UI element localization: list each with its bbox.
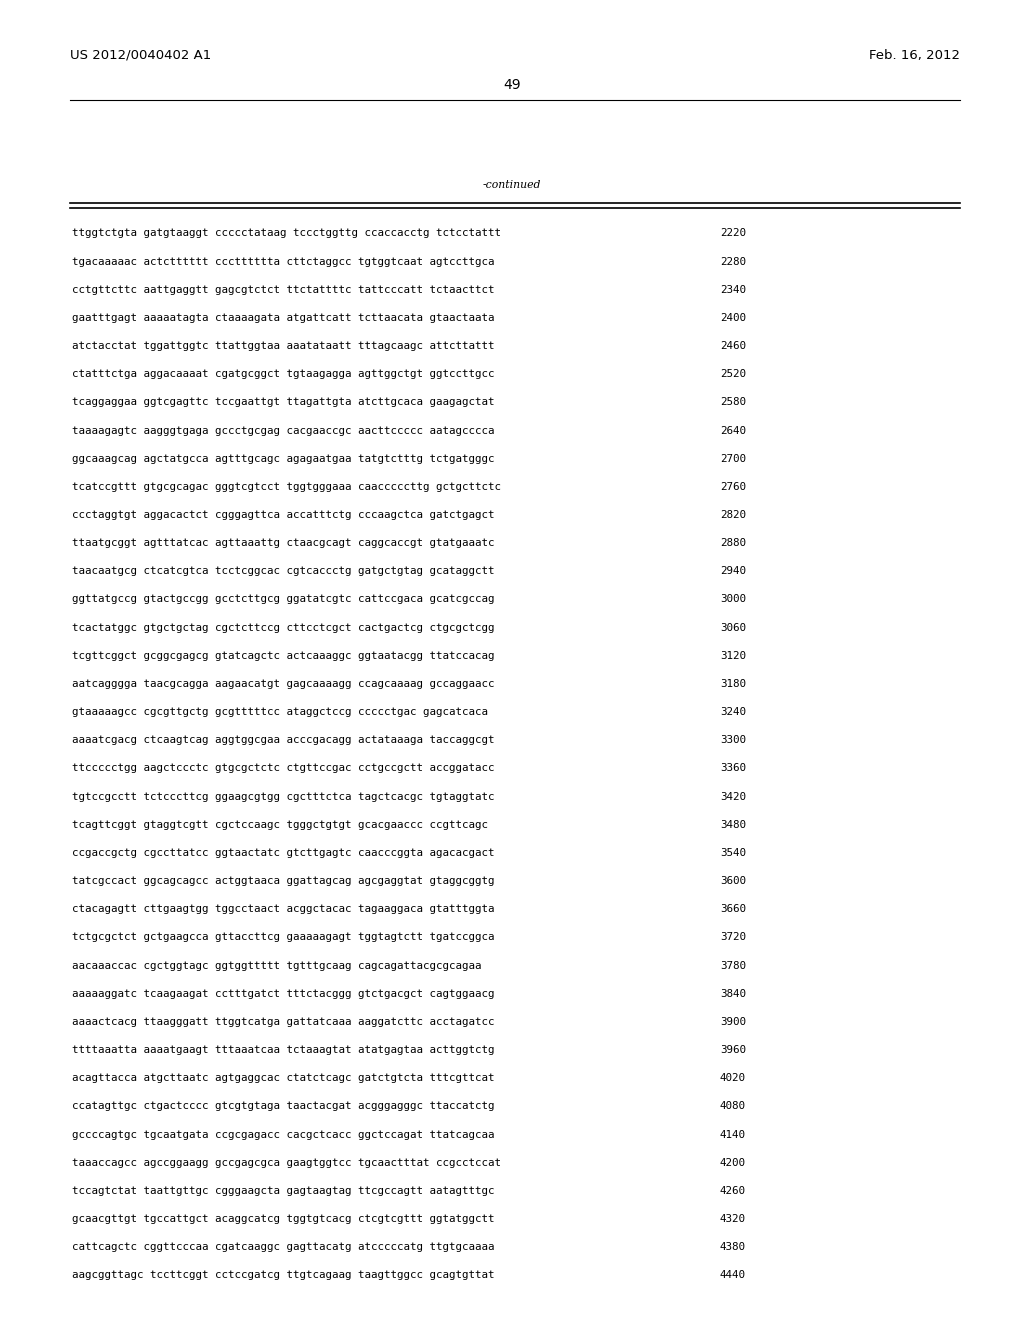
Text: 2220: 2220 (720, 228, 746, 239)
Text: 2520: 2520 (720, 370, 746, 379)
Text: 3360: 3360 (720, 763, 746, 774)
Text: aaaaaggatc tcaagaagat cctttgatct tttctacggg gtctgacgct cagtggaacg: aaaaaggatc tcaagaagat cctttgatct tttctac… (72, 989, 495, 999)
Text: US 2012/0040402 A1: US 2012/0040402 A1 (70, 49, 211, 62)
Text: 3960: 3960 (720, 1045, 746, 1055)
Text: tatcgccact ggcagcagcc actggtaaca ggattagcag agcgaggtat gtaggcggtg: tatcgccact ggcagcagcc actggtaaca ggattag… (72, 876, 495, 886)
Text: 2340: 2340 (720, 285, 746, 294)
Text: tgacaaaaac actctttttt ccctttttta cttctaggcc tgtggtcaat agtccttgca: tgacaaaaac actctttttt ccctttttta cttctag… (72, 256, 495, 267)
Text: 2460: 2460 (720, 341, 746, 351)
Text: ggttatgccg gtactgccgg gcctcttgcg ggatatcgtc cattccgaca gcatcgccag: ggttatgccg gtactgccgg gcctcttgcg ggatatc… (72, 594, 495, 605)
Text: ttaatgcggt agtttatcac agttaaattg ctaacgcagt caggcaccgt gtatgaaatc: ttaatgcggt agtttatcac agttaaattg ctaacgc… (72, 539, 495, 548)
Text: 2940: 2940 (720, 566, 746, 577)
Text: 3900: 3900 (720, 1016, 746, 1027)
Text: cattcagctc cggttcccaa cgatcaaggc gagttacatg atcccccatg ttgtgcaaaa: cattcagctc cggttcccaa cgatcaaggc gagttac… (72, 1242, 495, 1253)
Text: 3660: 3660 (720, 904, 746, 915)
Text: tccagtctat taattgttgc cgggaagcta gagtaagtag ttcgccagtt aatagtttgc: tccagtctat taattgttgc cgggaagcta gagtaag… (72, 1185, 495, 1196)
Text: 4260: 4260 (720, 1185, 746, 1196)
Text: aaaatcgacg ctcaagtcag aggtggcgaa acccgacagg actataaaga taccaggcgt: aaaatcgacg ctcaagtcag aggtggcgaa acccgac… (72, 735, 495, 746)
Text: taacaatgcg ctcatcgtca tcctcggcac cgtcaccctg gatgctgtag gcataggctt: taacaatgcg ctcatcgtca tcctcggcac cgtcacc… (72, 566, 495, 577)
Text: taaaagagtc aagggtgaga gccctgcgag cacgaaccgc aacttccccc aatagcccca: taaaagagtc aagggtgaga gccctgcgag cacgaac… (72, 425, 495, 436)
Text: -continued: -continued (482, 180, 542, 190)
Text: 4380: 4380 (720, 1242, 746, 1253)
Text: ttggtctgta gatgtaaggt ccccctataag tccctggttg ccaccacctg tctcctattt: ttggtctgta gatgtaaggt ccccctataag tccctg… (72, 228, 501, 239)
Text: 4440: 4440 (720, 1270, 746, 1280)
Text: tcatccgttt gtgcgcagac gggtcgtcct tggtgggaaa caacccccttg gctgcttctc: tcatccgttt gtgcgcagac gggtcgtcct tggtggg… (72, 482, 501, 492)
Text: 3600: 3600 (720, 876, 746, 886)
Text: 2760: 2760 (720, 482, 746, 492)
Text: 2820: 2820 (720, 510, 746, 520)
Text: 2400: 2400 (720, 313, 746, 323)
Text: 3540: 3540 (720, 847, 746, 858)
Text: 4320: 4320 (720, 1214, 746, 1224)
Text: taaaccagcc agccggaagg gccgagcgca gaagtggtcc tgcaactttat ccgcctccat: taaaccagcc agccggaagg gccgagcgca gaagtgg… (72, 1158, 501, 1168)
Text: 3180: 3180 (720, 678, 746, 689)
Text: 2640: 2640 (720, 425, 746, 436)
Text: 3240: 3240 (720, 708, 746, 717)
Text: ttccccctgg aagctccctc gtgcgctctc ctgttccgac cctgccgctt accggatacc: ttccccctgg aagctccctc gtgcgctctc ctgttcc… (72, 763, 495, 774)
Text: aaaactcacg ttaagggatt ttggtcatga gattatcaaa aaggatcttc acctagatcc: aaaactcacg ttaagggatt ttggtcatga gattatc… (72, 1016, 495, 1027)
Text: ccatagttgc ctgactcccc gtcgtgtaga taactacgat acgggagggc ttaccatctg: ccatagttgc ctgactcccc gtcgtgtaga taactac… (72, 1101, 495, 1111)
Text: 2700: 2700 (720, 454, 746, 463)
Text: 3120: 3120 (720, 651, 746, 661)
Text: 4200: 4200 (720, 1158, 746, 1168)
Text: 2880: 2880 (720, 539, 746, 548)
Text: 4140: 4140 (720, 1130, 746, 1139)
Text: 3000: 3000 (720, 594, 746, 605)
Text: 2280: 2280 (720, 256, 746, 267)
Text: ccctaggtgt aggacactct cgggagttca accatttctg cccaagctca gatctgagct: ccctaggtgt aggacactct cgggagttca accattt… (72, 510, 495, 520)
Text: aagcggttagc tccttcggt cctccgatcg ttgtcagaag taagttggcc gcagtgttat: aagcggttagc tccttcggt cctccgatcg ttgtcag… (72, 1270, 495, 1280)
Text: ttttaaatta aaaatgaagt tttaaatcaa tctaaagtat atatgagtaa acttggtctg: ttttaaatta aaaatgaagt tttaaatcaa tctaaag… (72, 1045, 495, 1055)
Text: gtaaaaagcc cgcgttgctg gcgtttttcc ataggctccg ccccctgac gagcatcaca: gtaaaaagcc cgcgttgctg gcgtttttcc ataggct… (72, 708, 488, 717)
Text: 2580: 2580 (720, 397, 746, 408)
Text: tctgcgctct gctgaagcca gttaccttcg gaaaaagagt tggtagtctt tgatccggca: tctgcgctct gctgaagcca gttaccttcg gaaaaag… (72, 932, 495, 942)
Text: 3780: 3780 (720, 961, 746, 970)
Text: 3420: 3420 (720, 792, 746, 801)
Text: acagttacca atgcttaatc agtgaggcac ctatctcagc gatctgtcta tttcgttcat: acagttacca atgcttaatc agtgaggcac ctatctc… (72, 1073, 495, 1084)
Text: tgtccgcctt tctcccttcg ggaagcgtgg cgctttctca tagctcacgc tgtaggtatc: tgtccgcctt tctcccttcg ggaagcgtgg cgctttc… (72, 792, 495, 801)
Text: aacaaaccac cgctggtagc ggtggttttt tgtttgcaag cagcagattacgcgcagaa: aacaaaccac cgctggtagc ggtggttttt tgtttgc… (72, 961, 481, 970)
Text: 4080: 4080 (720, 1101, 746, 1111)
Text: tcagttcggt gtaggtcgtt cgctccaagc tgggctgtgt gcacgaaccc ccgttcagc: tcagttcggt gtaggtcgtt cgctccaagc tgggctg… (72, 820, 488, 830)
Text: ccgaccgctg cgccttatcc ggtaactatc gtcttgagtc caacccggta agacacgact: ccgaccgctg cgccttatcc ggtaactatc gtcttga… (72, 847, 495, 858)
Text: gcaacgttgt tgccattgct acaggcatcg tggtgtcacg ctcgtcgttt ggtatggctt: gcaacgttgt tgccattgct acaggcatcg tggtgtc… (72, 1214, 495, 1224)
Text: ctacagagtt cttgaagtgg tggcctaact acggctacac tagaaggaca gtatttggta: ctacagagtt cttgaagtgg tggcctaact acggcta… (72, 904, 495, 915)
Text: tcactatggc gtgctgctag cgctcttccg cttcctcgct cactgactcg ctgcgctcgg: tcactatggc gtgctgctag cgctcttccg cttcctc… (72, 623, 495, 632)
Text: 49: 49 (503, 78, 521, 92)
Text: tcaggaggaa ggtcgagttc tccgaattgt ttagattgta atcttgcaca gaagagctat: tcaggaggaa ggtcgagttc tccgaattgt ttagatt… (72, 397, 495, 408)
Text: 3480: 3480 (720, 820, 746, 830)
Text: atctacctat tggattggtc ttattggtaa aaatataatt tttagcaagc attcttattt: atctacctat tggattggtc ttattggtaa aaatata… (72, 341, 495, 351)
Text: 3720: 3720 (720, 932, 746, 942)
Text: gccccagtgc tgcaatgata ccgcgagacc cacgctcacc ggctccagat ttatcagcaa: gccccagtgc tgcaatgata ccgcgagacc cacgctc… (72, 1130, 495, 1139)
Text: aatcagggga taacgcagga aagaacatgt gagcaaaagg ccagcaaaag gccaggaacc: aatcagggga taacgcagga aagaacatgt gagcaaa… (72, 678, 495, 689)
Text: 3060: 3060 (720, 623, 746, 632)
Text: 4020: 4020 (720, 1073, 746, 1084)
Text: Feb. 16, 2012: Feb. 16, 2012 (869, 49, 961, 62)
Text: ctatttctga aggacaaaat cgatgcggct tgtaagagga agttggctgt ggtccttgcc: ctatttctga aggacaaaat cgatgcggct tgtaaga… (72, 370, 495, 379)
Text: 3300: 3300 (720, 735, 746, 746)
Text: tcgttcggct gcggcgagcg gtatcagctc actcaaaggc ggtaatacgg ttatccacag: tcgttcggct gcggcgagcg gtatcagctc actcaaa… (72, 651, 495, 661)
Text: cctgttcttc aattgaggtt gagcgtctct ttctattttc tattcccatt tctaacttct: cctgttcttc aattgaggtt gagcgtctct ttctatt… (72, 285, 495, 294)
Text: 3840: 3840 (720, 989, 746, 999)
Text: ggcaaagcag agctatgcca agtttgcagc agagaatgaa tatgtctttg tctgatgggc: ggcaaagcag agctatgcca agtttgcagc agagaat… (72, 454, 495, 463)
Text: gaatttgagt aaaaatagta ctaaaagata atgattcatt tcttaacata gtaactaata: gaatttgagt aaaaatagta ctaaaagata atgattc… (72, 313, 495, 323)
